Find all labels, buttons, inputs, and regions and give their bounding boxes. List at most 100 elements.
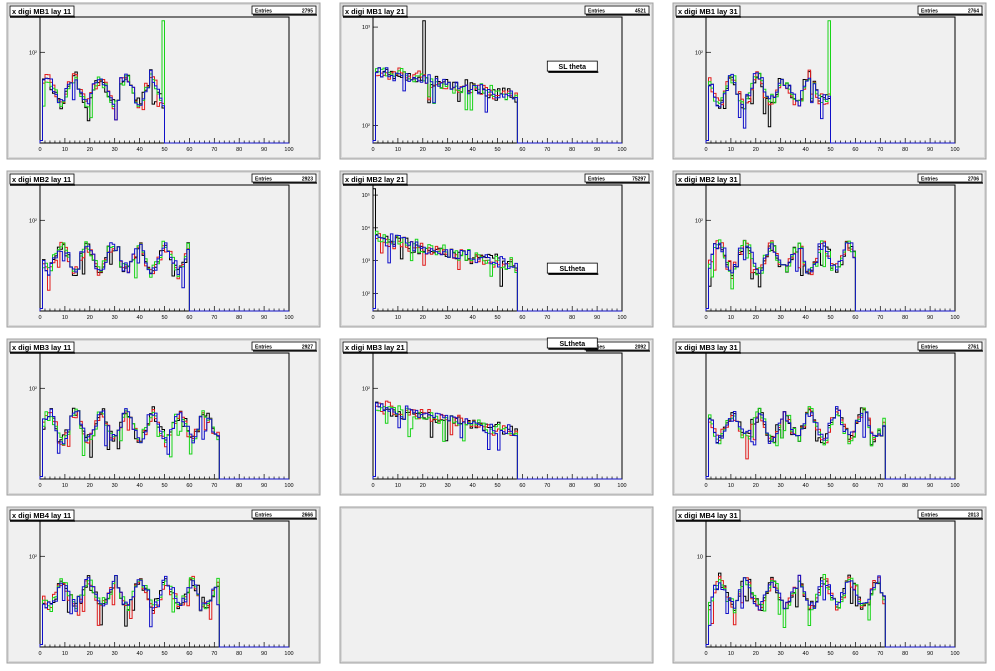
x-tick-label: 40 — [803, 147, 809, 153]
stats-value: 2795 — [302, 9, 313, 15]
x-tick-label: 70 — [877, 315, 883, 321]
stats-label: Entries — [255, 9, 272, 15]
histogram-series-blue — [372, 402, 622, 480]
histogram-series-blue — [372, 233, 622, 312]
x-tick-label: 50 — [161, 147, 167, 153]
y-tick-label: 10² — [362, 386, 370, 392]
x-tick-label: 40 — [137, 483, 143, 489]
x-tick-label: 60 — [186, 483, 192, 489]
title-box — [675, 173, 741, 185]
histogram-pad: x digi MB3 lay 21Entries2092010203040506… — [339, 337, 654, 496]
x-tick-label: 40 — [137, 651, 143, 657]
x-tick-label: 40 — [470, 483, 476, 489]
x-tick-label: 0 — [38, 651, 41, 657]
x-tick-label: 70 — [544, 147, 550, 153]
x-tick-label: 20 — [420, 147, 426, 153]
stats-box — [917, 341, 983, 351]
x-tick-label: 100 — [284, 651, 293, 657]
x-tick-label: 80 — [569, 315, 575, 321]
x-tick-label: 90 — [594, 315, 600, 321]
histogram-pad: x digi MB3 lay 11 Entries 2927 0 10 20 30 40 50 6… — [6, 338, 321, 496]
x-tick-label: 90 — [927, 483, 933, 489]
y-tick-label: 10⁴ — [362, 225, 371, 232]
x-tick-label: 60 — [186, 315, 192, 321]
stats-box — [917, 173, 983, 183]
x-tick-label: 90 — [927, 147, 933, 153]
x-tick-label: 90 — [261, 483, 267, 489]
x-tick-label: 20 — [87, 483, 93, 489]
chart-title: x digi MB4 lay 11 — [12, 511, 71, 520]
x-tick-label: 30 — [778, 147, 784, 153]
chart-title: x digi MB1 lay 31 — [678, 7, 738, 16]
x-tick-label: 80 — [902, 483, 908, 489]
chart-title: x digi MB2 lay 11 — [12, 175, 71, 184]
title-box — [342, 173, 408, 185]
histogram-pad: x digi MB2 lay 31 Entries 2706 0 10 20 30 40 50 6… — [672, 170, 987, 328]
stats-label: Entries — [921, 513, 938, 519]
histogram-series-blue — [705, 72, 955, 144]
x-tick-label: 70 — [877, 651, 883, 657]
x-tick-label: 0 — [704, 651, 707, 657]
stats-value: 2927 — [302, 345, 313, 351]
histogram-series-blue — [705, 242, 955, 312]
title-box — [675, 341, 741, 353]
stats-box — [584, 5, 650, 15]
x-tick-label: 80 — [902, 651, 908, 657]
plot-area — [372, 352, 623, 480]
title-box — [9, 509, 75, 521]
x-tick-label: 40 — [803, 483, 809, 489]
stats-value: 2764 — [968, 9, 979, 15]
x-tick-label: 80 — [236, 651, 242, 657]
title-box — [342, 341, 408, 353]
x-tick-label: 0 — [704, 483, 707, 489]
x-tick-label: 80 — [569, 483, 575, 489]
stats-value: 75297 — [632, 177, 646, 183]
plot-area — [372, 16, 623, 144]
stats-value: 4521 — [635, 9, 646, 15]
chart-title: x digi MB2 lay 21 — [345, 175, 405, 184]
x-tick-label: 10 — [728, 147, 734, 153]
x-tick-label: 30 — [112, 483, 118, 489]
histogram-series-blue — [705, 406, 955, 480]
x-tick-label: 50 — [494, 147, 500, 153]
stats-value: 2092 — [635, 345, 646, 351]
sl-theta-label: SL theta — [559, 64, 587, 71]
x-tick-label: 10 — [728, 315, 734, 321]
plot-area — [705, 520, 956, 648]
x-tick-label: 30 — [112, 315, 118, 321]
x-tick-label: 20 — [87, 315, 93, 321]
x-tick-label: 0 — [704, 147, 707, 153]
y-tick-label: 10² — [695, 50, 703, 56]
x-tick-label: 60 — [852, 315, 858, 321]
x-tick-label: 100 — [950, 315, 959, 321]
x-tick-label: 70 — [877, 483, 883, 489]
chart-title: x digi MB1 lay 11 — [12, 7, 71, 16]
x-tick-label: 90 — [261, 147, 267, 153]
stats-box — [917, 5, 983, 15]
histogram-series-blue — [705, 574, 955, 648]
title-box — [675, 509, 741, 521]
x-tick-label: 10 — [62, 651, 68, 657]
histogram-pad: x digi MB4 lay 31 Entries 2013 0 10 20 30 40 50 6… — [672, 506, 987, 664]
stats-value: 2706 — [968, 177, 979, 183]
histogram-series-blue — [39, 69, 289, 144]
x-tick-label: 70 — [211, 483, 217, 489]
x-tick-label: 0 — [38, 315, 41, 321]
title-box — [9, 341, 75, 353]
chart-title: x digi MB3 lay 11 — [12, 343, 71, 352]
stats-box — [251, 5, 317, 15]
x-tick-label: 100 — [950, 147, 959, 153]
x-tick-label: 50 — [161, 315, 167, 321]
x-tick-label: 50 — [827, 147, 833, 153]
stats-label: Entries — [921, 345, 938, 351]
x-tick-label: 10 — [728, 483, 734, 489]
x-tick-label: 100 — [617, 315, 626, 321]
x-tick-label: 30 — [778, 315, 784, 321]
sl-theta-box — [546, 262, 598, 274]
x-tick-label: 10 — [62, 315, 68, 321]
x-tick-label: 50 — [827, 483, 833, 489]
histogram-pad: x digi MB2 lay 21 Entries 75297 0 10 20 30 40 50… — [339, 170, 654, 328]
x-tick-label: 40 — [803, 651, 809, 657]
x-tick-label: 90 — [594, 483, 600, 489]
